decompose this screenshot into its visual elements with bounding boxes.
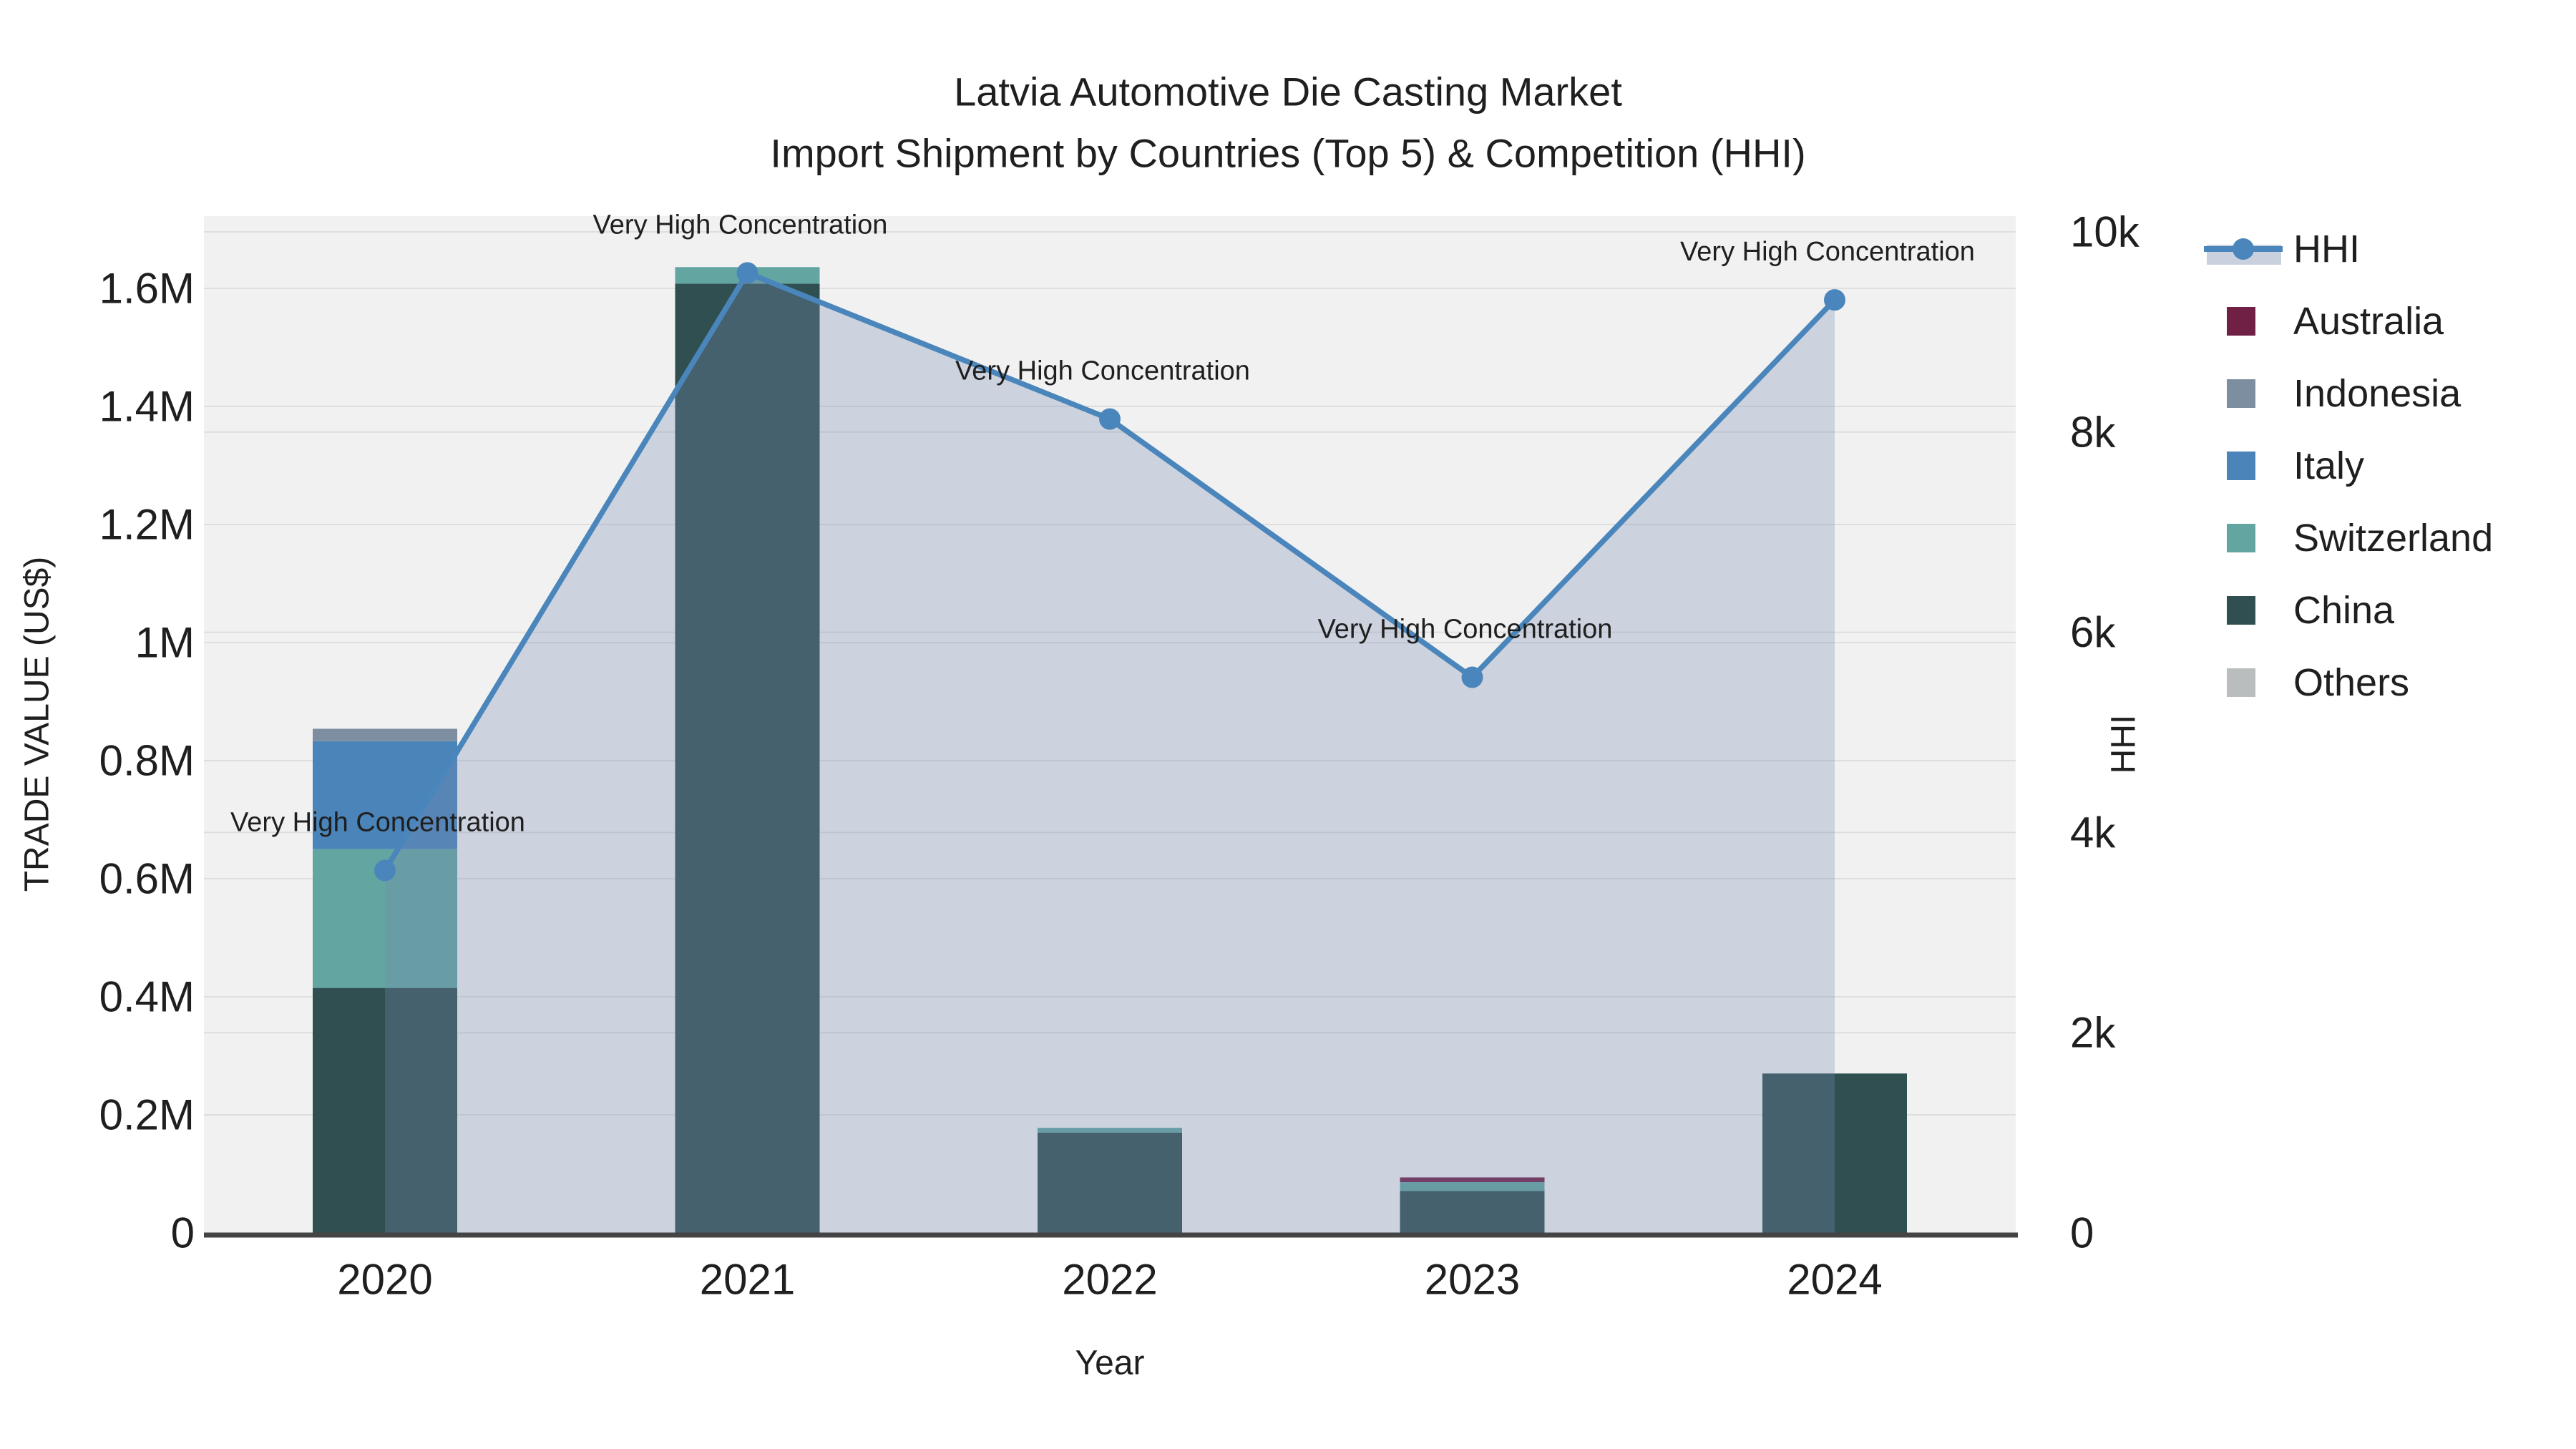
legend-swatch-indonesia[interactable]: [2227, 379, 2255, 408]
x-tick-label: 2022: [1062, 1256, 1157, 1304]
x-tick-label: 2021: [700, 1256, 795, 1304]
legend-swatch-china[interactable]: [2227, 596, 2255, 625]
y-left-axis-title: TRADE VALUE (US$): [19, 557, 57, 892]
bar-segment-china-2021[interactable]: [675, 283, 820, 1233]
y-left-tick-label: 0: [171, 1209, 195, 1257]
annotation-2024: Very High Concentration: [1680, 237, 1975, 267]
chart-title-line2: Import Shipment by Countries (Top 5) & C…: [770, 131, 1805, 176]
y-left-tick-label: 0.8M: [99, 737, 195, 785]
y-right-axis-title: HHI: [2105, 715, 2143, 774]
legend-label-hhi[interactable]: HHI: [2293, 228, 2360, 270]
y-right-tick-label: 8k: [2070, 408, 2116, 456]
annotation-2023: Very High Concentration: [1318, 615, 1613, 645]
plot-area: [204, 216, 2016, 1233]
annotation-2022: Very High Concentration: [955, 356, 1250, 386]
bar-segment-china-2023[interactable]: [1400, 1191, 1545, 1233]
hhi-marker-2021[interactable]: [736, 262, 758, 284]
hhi-marker-2024[interactable]: [1824, 289, 1845, 311]
hhi-marker-2022[interactable]: [1099, 408, 1121, 430]
y-right-tick-label: 10k: [2070, 208, 2140, 256]
bar-segment-australia-2023[interactable]: [1400, 1177, 1545, 1183]
x-tick-label: 2023: [1425, 1256, 1520, 1304]
x-tick-label: 2020: [337, 1256, 432, 1304]
bar-segment-china-2020[interactable]: [313, 987, 457, 1233]
x-tick-label: 2024: [1787, 1256, 1882, 1304]
annotation-2021: Very High Concentration: [593, 210, 888, 240]
y-left-tick-label: 1.6M: [99, 265, 195, 313]
y-left-tick-label: 0.2M: [99, 1091, 195, 1139]
y-right-tick-label: 2k: [2070, 1009, 2116, 1057]
y-right-tick-label: 0: [2070, 1209, 2094, 1257]
legend-label-china[interactable]: China: [2293, 589, 2395, 632]
y-left-tick-label: 1M: [135, 619, 195, 667]
bar-segment-china-2024[interactable]: [1762, 1073, 1907, 1233]
y-right-tick-label: 4k: [2070, 809, 2116, 857]
annotation-2020: Very High Concentration: [230, 808, 525, 838]
hhi-marker-2020[interactable]: [374, 859, 396, 882]
legend-label-australia[interactable]: Australia: [2293, 300, 2444, 343]
y-left-tick-label: 1.2M: [99, 501, 195, 549]
bar-segment-switzerland-2022[interactable]: [1038, 1128, 1182, 1133]
chart-title-line1: Latvia Automotive Die Casting Market: [954, 69, 1622, 114]
y-left-tick-label: 0.4M: [99, 973, 195, 1021]
bar-segment-switzerland-2023[interactable]: [1400, 1182, 1545, 1191]
legend-label-others[interactable]: Others: [2293, 661, 2409, 704]
legend-label-italy[interactable]: Italy: [2293, 444, 2364, 487]
legend-label-switzerland[interactable]: Switzerland: [2293, 517, 2493, 560]
hhi-marker-2023[interactable]: [1461, 666, 1483, 688]
bar-segment-china-2022[interactable]: [1038, 1132, 1182, 1233]
bar-segment-indonesia-2020[interactable]: [313, 728, 457, 741]
legend-label-indonesia[interactable]: Indonesia: [2293, 372, 2462, 415]
y-right-tick-label: 6k: [2070, 608, 2116, 656]
hhi-area-fill: [385, 273, 1835, 1233]
y-left-tick-label: 1.4M: [99, 383, 195, 431]
legend-swatch-others[interactable]: [2227, 668, 2255, 697]
y-left-tick-label: 0.6M: [99, 855, 195, 903]
legend-swatch-australia[interactable]: [2227, 307, 2255, 336]
legend-swatch-switzerland[interactable]: [2227, 524, 2255, 552]
x-axis-title: Year: [1075, 1345, 1145, 1382]
legend-swatch-italy[interactable]: [2227, 452, 2255, 480]
legend-hhi-marker-icon[interactable]: [2233, 238, 2254, 260]
